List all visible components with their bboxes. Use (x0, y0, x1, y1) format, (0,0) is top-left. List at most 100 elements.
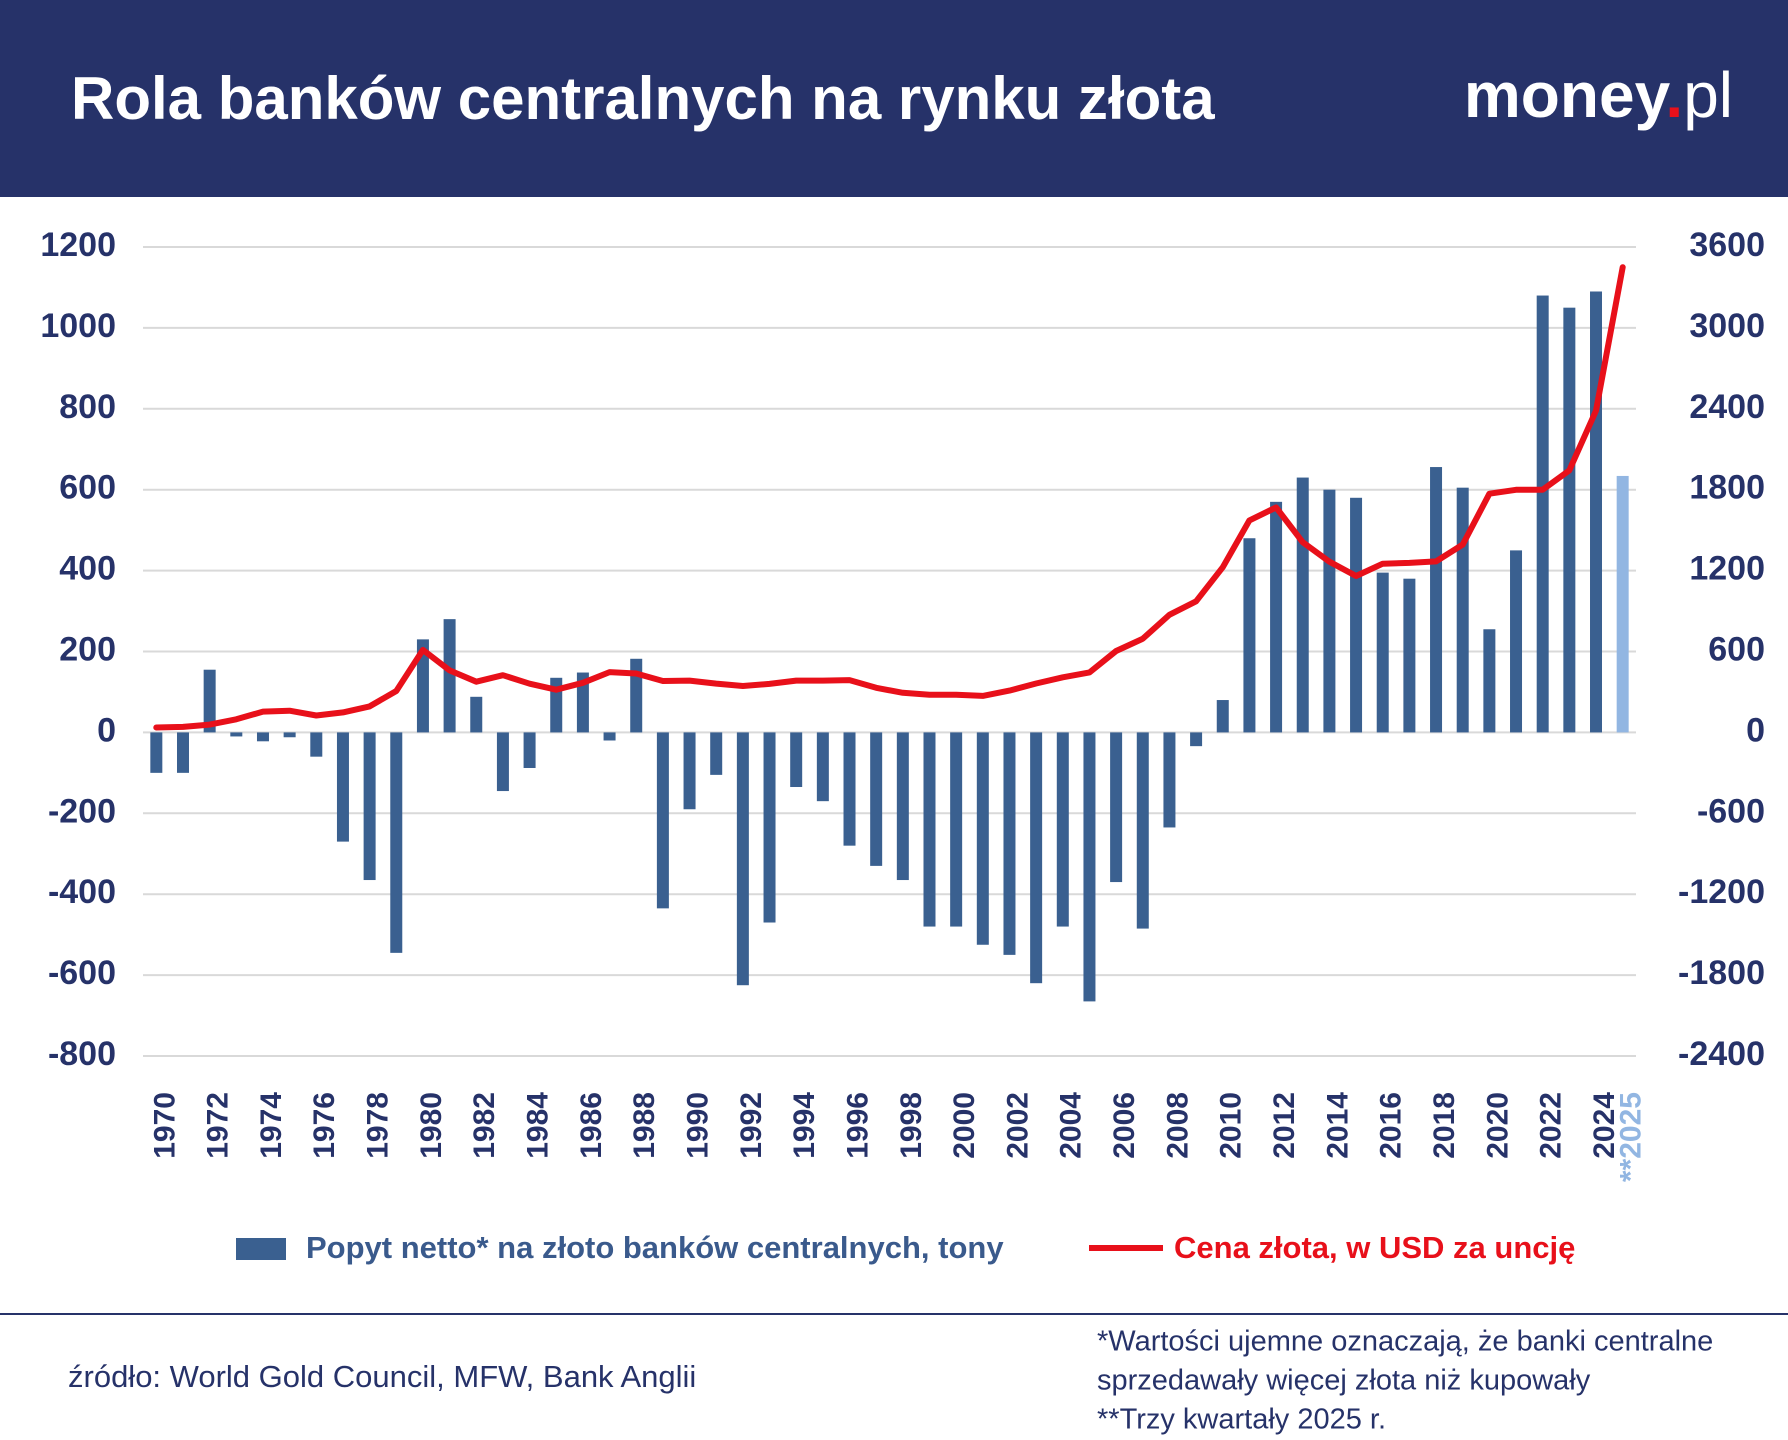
x-tick-label: 2020 (1481, 1092, 1514, 1159)
y2-tick-label: -1800 (1678, 954, 1765, 992)
bar (1323, 489, 1336, 733)
bar (1456, 487, 1469, 733)
bar (710, 732, 723, 775)
x-tick-label: 2006 (1108, 1092, 1141, 1159)
bar (230, 732, 243, 737)
x-tick-label: 2000 (948, 1092, 981, 1159)
y-tick-label: 200 (59, 630, 116, 668)
y2-tick-label: 2400 (1689, 388, 1765, 426)
x-tick-label: 1992 (735, 1092, 768, 1159)
bar (1136, 732, 1149, 929)
source: źródło: World Gold Council, MFW, Bank An… (68, 1359, 696, 1394)
bar (1030, 732, 1043, 984)
bar (150, 732, 163, 773)
bar (1270, 501, 1283, 733)
bar (283, 732, 296, 738)
x-tick-label: 1980 (415, 1092, 448, 1159)
bar (470, 696, 483, 733)
bar (1243, 538, 1256, 733)
y-tick-label: -800 (48, 1035, 116, 1073)
y-tick-label: -600 (48, 954, 116, 992)
x-tick-label: 2016 (1375, 1092, 1408, 1159)
y-tick-label: 800 (59, 388, 116, 426)
bar (1483, 629, 1496, 733)
x-tick-label: 2014 (1321, 1092, 1354, 1159)
y2-tick-label: -2400 (1678, 1035, 1765, 1073)
bar (950, 732, 963, 927)
bar (390, 732, 403, 953)
legend-label: Cena złota, w USD za uncję (1174, 1230, 1575, 1265)
x-tick-label: 2022 (1535, 1092, 1568, 1159)
x-tick-label: 1982 (468, 1092, 501, 1159)
x-tick-label: 1994 (788, 1092, 821, 1159)
x-tick-label: **2025 (1615, 1092, 1648, 1182)
bar (496, 732, 509, 792)
bar (1003, 732, 1016, 955)
logo-dot: . (1665, 59, 1683, 131)
y-tick-label: -400 (48, 873, 116, 911)
bar (176, 732, 189, 773)
x-tick-label: 1970 (148, 1092, 181, 1159)
bar (1376, 572, 1389, 733)
bar (683, 732, 696, 810)
x-tick-label: 1986 (575, 1092, 608, 1159)
y-tick-label: 1000 (40, 307, 116, 345)
bar (630, 658, 643, 733)
bar (363, 732, 376, 881)
bar (1083, 732, 1096, 1002)
x-tick-label: 2004 (1055, 1092, 1088, 1159)
bar (1403, 578, 1416, 733)
bar (870, 732, 883, 866)
x-tick-label: 2012 (1268, 1092, 1301, 1159)
bar (923, 732, 936, 927)
bar (816, 732, 829, 802)
y-tick-label: 1200 (40, 226, 116, 264)
y2-tick-label: 600 (1708, 630, 1765, 668)
bar (1190, 732, 1203, 747)
price-line (153, 264, 1626, 731)
bar (416, 639, 429, 733)
header-band (0, 0, 1788, 197)
x-tick-label: 2002 (1001, 1092, 1034, 1159)
bar (656, 732, 669, 909)
legend-swatch (236, 1238, 286, 1260)
bar (1590, 291, 1603, 733)
logo-suffix: pl (1683, 59, 1733, 131)
bar (550, 677, 563, 733)
bar (1430, 467, 1443, 733)
bar (1163, 732, 1176, 828)
bar (523, 732, 536, 768)
x-tick-label: 2024 (1588, 1092, 1621, 1159)
y2-tick-label: 0 (1746, 711, 1765, 749)
x-tick-label: 2010 (1215, 1092, 1248, 1159)
y2-tick-label: -1200 (1678, 873, 1765, 911)
bar (1536, 295, 1549, 733)
x-tick-label: 1996 (841, 1092, 874, 1159)
bar (843, 732, 856, 846)
bar (203, 669, 216, 733)
x-tick-label: 1990 (681, 1092, 714, 1159)
x-tick-label: 1976 (308, 1092, 341, 1159)
y2-tick-label: 3600 (1689, 226, 1765, 264)
logo: money.pl (1464, 59, 1733, 131)
note: sprzedawały więcej złota niż kupowały (1097, 1365, 1591, 1397)
y2-tick-label: 3000 (1689, 307, 1765, 345)
bar (1056, 732, 1069, 927)
x-tick-label: 1998 (895, 1092, 928, 1159)
y2-tick-label: 1200 (1689, 550, 1765, 588)
bar (790, 732, 803, 788)
x-tick-label: 2018 (1428, 1092, 1461, 1159)
bar (336, 732, 349, 842)
bar (736, 732, 749, 986)
x-tick-label: 1974 (255, 1092, 288, 1159)
logo-main: money (1464, 59, 1671, 131)
x-tick-label: 1984 (522, 1092, 555, 1159)
x-tick-label: 1978 (362, 1092, 395, 1159)
bar (896, 732, 909, 881)
bar (1216, 700, 1229, 733)
y-tick-label: -200 (48, 792, 116, 830)
x-tick-label: 1988 (628, 1092, 661, 1159)
bar (976, 732, 989, 945)
bar (763, 732, 776, 923)
